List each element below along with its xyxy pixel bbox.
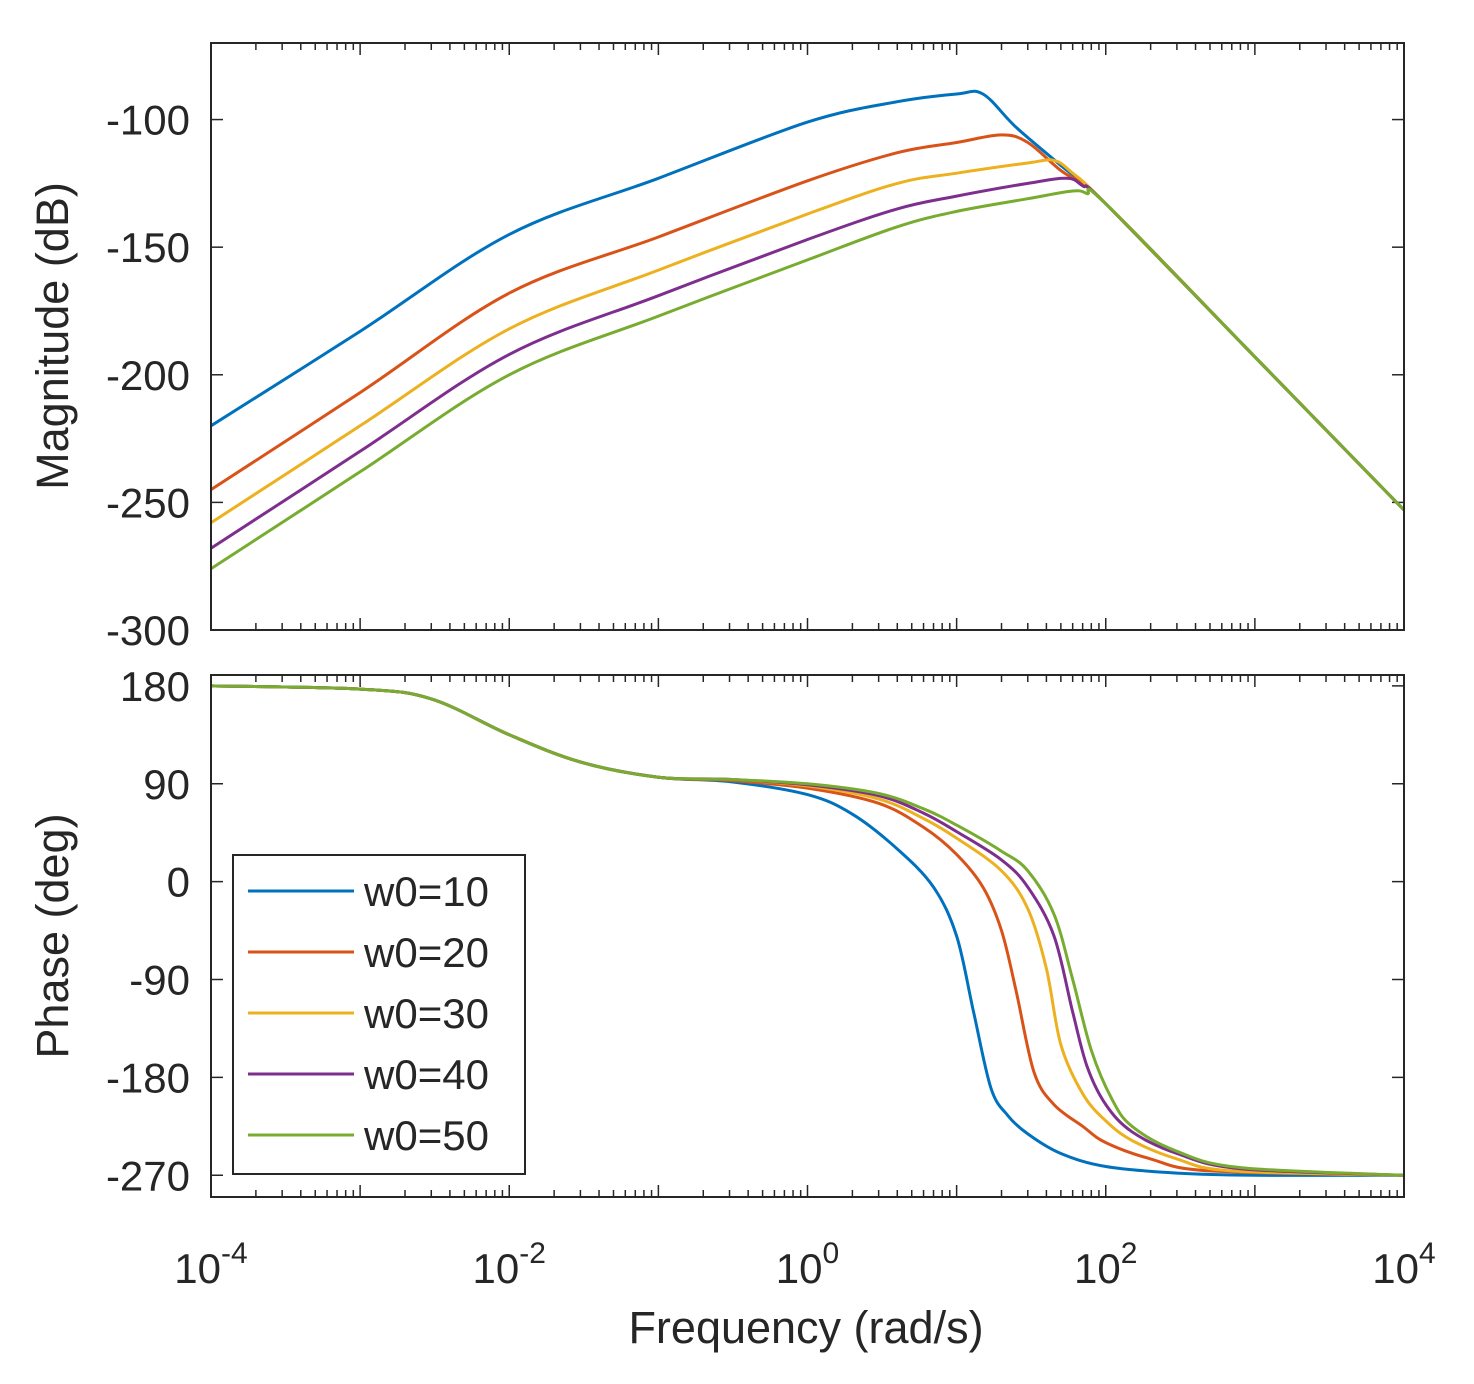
- y-tick-label: -150: [106, 224, 190, 271]
- x-tick-label: 100: [776, 1237, 839, 1292]
- phase-y-axis-label: Phase (deg): [27, 813, 78, 1058]
- magnitude-minor-ticks: [210, 43, 1405, 630]
- y-tick-label: 180: [120, 663, 190, 710]
- y-tick-label: -90: [129, 957, 190, 1004]
- magnitude-panel: -300 -250 -200 -150 -100 Magnitude (dB): [27, 42, 1406, 654]
- phase-minor-ticks: [210, 675, 1405, 1197]
- y-tick-label: -250: [106, 479, 190, 526]
- y-tick-label: 0: [167, 859, 190, 906]
- y-tick-label: -100: [106, 97, 190, 144]
- x-tick-label: 102: [1074, 1237, 1137, 1292]
- magnitude-axes-box: [210, 42, 1405, 631]
- x-axis-ticks: 10-4 10-2 100 102 104: [174, 1237, 1435, 1292]
- magnitude-y-axis-label: Magnitude (dB): [27, 182, 78, 490]
- x-tick-label: 10-4: [174, 1237, 247, 1292]
- magnitude-series: [210, 89, 1406, 570]
- phase-axes-box: [210, 674, 1405, 1198]
- phase-series-line-w0-50: [210, 684, 1405, 1177]
- phase-panel: 180 90 0 -90 -180 -270 Phase (deg) w0=10 w0=20…: [27, 663, 1405, 1199]
- legend-label: w0=50: [363, 1112, 489, 1159]
- y-tick-label: -300: [106, 607, 190, 654]
- magnitude-series-line-w0-50: [210, 187, 1406, 570]
- y-tick-label: -200: [106, 352, 190, 399]
- phase-series: [210, 684, 1405, 1177]
- legend: w0=10 w0=20 w0=30 w0=40 w0=50: [232, 854, 526, 1175]
- y-tick-label: -180: [106, 1054, 190, 1101]
- legend-label: w0=40: [363, 1051, 489, 1098]
- y-tick-label: -270: [106, 1152, 190, 1199]
- legend-label: w0=20: [363, 929, 489, 976]
- y-tick-label: 90: [143, 761, 190, 808]
- legend-label: w0=30: [363, 990, 489, 1037]
- magnitude-y-ticks: -300 -250 -200 -150 -100: [106, 97, 1404, 654]
- magnitude-plot-area: [211, 43, 1404, 630]
- x-tick-label: 10-2: [473, 1237, 546, 1292]
- x-axis-label: Frequency (rad/s): [628, 1302, 983, 1353]
- legend-label: w0=10: [363, 868, 489, 915]
- x-tick-label: 104: [1372, 1237, 1435, 1292]
- phase-y-ticks: 180 90 0 -90 -180 -270: [106, 663, 1404, 1199]
